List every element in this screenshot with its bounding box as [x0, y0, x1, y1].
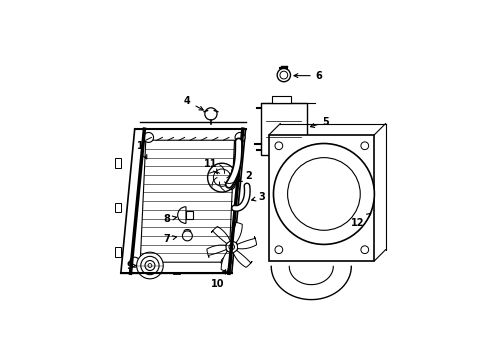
Wedge shape — [178, 207, 186, 223]
Bar — [272, 96, 292, 103]
Bar — [269, 135, 374, 261]
Circle shape — [235, 132, 245, 143]
Circle shape — [205, 108, 217, 120]
Circle shape — [144, 132, 153, 143]
Polygon shape — [115, 247, 121, 257]
Polygon shape — [115, 158, 121, 168]
Circle shape — [148, 264, 152, 267]
Circle shape — [182, 231, 193, 241]
Text: 10: 10 — [211, 270, 225, 289]
Text: 12: 12 — [351, 213, 371, 228]
Polygon shape — [232, 222, 242, 243]
Polygon shape — [140, 140, 235, 262]
Circle shape — [225, 241, 238, 253]
Polygon shape — [221, 251, 231, 272]
Circle shape — [213, 169, 231, 186]
Circle shape — [221, 257, 231, 267]
Bar — [186, 211, 193, 219]
Text: 1: 1 — [137, 141, 147, 159]
Circle shape — [225, 180, 235, 190]
Text: 7: 7 — [163, 234, 176, 244]
Circle shape — [208, 163, 237, 192]
Circle shape — [361, 246, 368, 253]
Circle shape — [361, 142, 368, 150]
Text: 11: 11 — [204, 159, 218, 174]
Polygon shape — [115, 203, 121, 212]
Text: 5: 5 — [311, 117, 329, 127]
Polygon shape — [207, 245, 226, 257]
Circle shape — [141, 256, 159, 275]
Circle shape — [277, 68, 291, 82]
Text: 2: 2 — [238, 171, 252, 181]
Polygon shape — [233, 251, 252, 267]
Circle shape — [137, 252, 163, 279]
Circle shape — [273, 144, 374, 244]
Circle shape — [288, 158, 360, 230]
Text: 9: 9 — [126, 261, 136, 270]
Text: 4: 4 — [184, 96, 203, 110]
Circle shape — [275, 142, 283, 150]
Polygon shape — [121, 129, 245, 273]
Circle shape — [130, 257, 140, 267]
Polygon shape — [211, 226, 230, 243]
Circle shape — [145, 261, 155, 270]
Polygon shape — [237, 237, 257, 249]
Bar — [261, 103, 307, 156]
Text: 8: 8 — [163, 214, 176, 224]
Text: 6: 6 — [294, 71, 322, 81]
Circle shape — [275, 246, 283, 253]
Circle shape — [280, 71, 288, 79]
Text: 3: 3 — [252, 192, 266, 202]
Circle shape — [229, 244, 235, 250]
